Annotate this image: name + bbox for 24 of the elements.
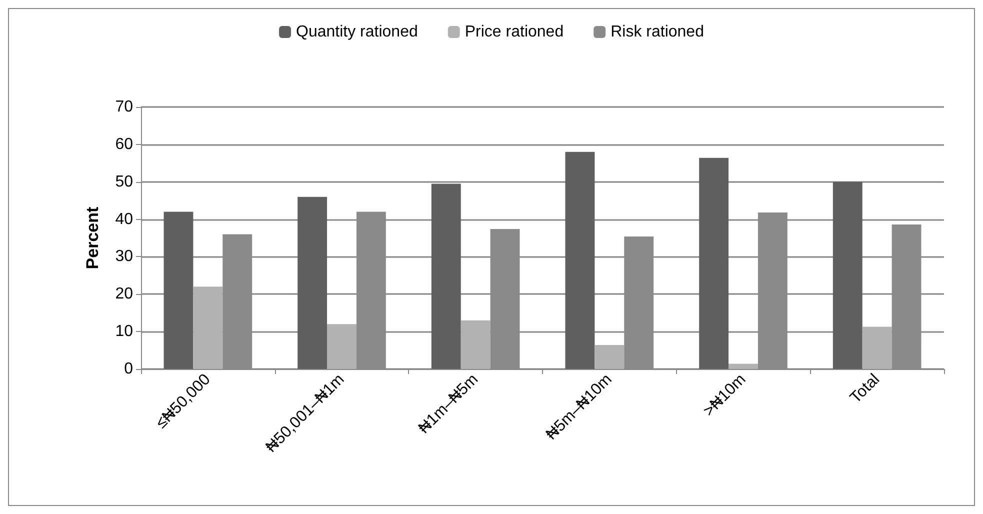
bar (460, 320, 490, 369)
bar (832, 182, 862, 369)
bar (431, 184, 461, 369)
bar (594, 345, 624, 369)
bar (565, 152, 595, 369)
bar (699, 158, 729, 369)
bar (298, 196, 328, 369)
bar (728, 364, 758, 369)
bar (327, 324, 356, 369)
bar (862, 326, 892, 369)
y-tick-label: 60 (115, 136, 134, 153)
legend-label: Quantity rationed (296, 24, 418, 40)
y-tick-label: 10 (115, 323, 134, 340)
legend-label: Risk rationed (610, 24, 704, 40)
legend-label: Price rationed (464, 24, 564, 40)
y-tick-label: 70 (115, 98, 134, 116)
y-tick-label: 40 (115, 210, 134, 228)
y-tick-label: 20 (115, 286, 134, 303)
bar (164, 212, 194, 369)
y-tick-label: 30 (115, 248, 134, 266)
y-tick-label: 0 (124, 360, 134, 378)
y-axis-title: Percent (83, 206, 102, 270)
bar (193, 286, 223, 369)
y-tick-label: 50 (115, 173, 134, 190)
